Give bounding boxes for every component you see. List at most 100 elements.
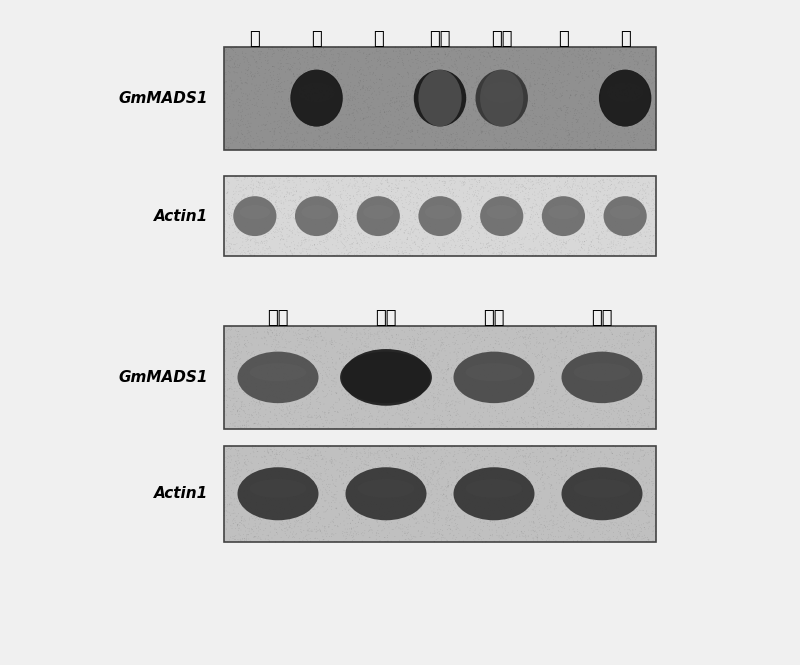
- Point: [402, 519, 414, 530]
- Point: [376, 174, 389, 184]
- Point: [407, 45, 420, 55]
- Point: [552, 469, 565, 479]
- Point: [450, 521, 462, 531]
- Point: [604, 444, 617, 455]
- Point: [635, 249, 648, 260]
- Point: [584, 535, 597, 545]
- Point: [314, 471, 327, 481]
- Point: [288, 58, 301, 68]
- Point: [404, 535, 417, 545]
- Point: [519, 499, 532, 509]
- Point: [310, 386, 323, 397]
- Point: [453, 446, 466, 456]
- Point: [486, 228, 498, 239]
- Point: [627, 449, 640, 460]
- Point: [374, 386, 386, 396]
- Point: [396, 362, 409, 373]
- Point: [385, 492, 398, 503]
- Point: [509, 212, 522, 223]
- Point: [218, 460, 230, 470]
- Point: [520, 342, 533, 353]
- Point: [362, 325, 374, 336]
- Point: [302, 209, 314, 220]
- Point: [634, 228, 646, 239]
- Point: [540, 135, 553, 146]
- Point: [406, 232, 418, 243]
- Point: [324, 90, 337, 100]
- Point: [460, 503, 473, 513]
- Point: [299, 141, 312, 152]
- Point: [520, 329, 533, 340]
- Point: [309, 377, 322, 388]
- Point: [456, 226, 469, 237]
- Point: [602, 226, 615, 237]
- Point: [462, 102, 475, 112]
- Point: [538, 526, 550, 537]
- Point: [450, 369, 463, 380]
- Point: [379, 332, 392, 342]
- Point: [502, 230, 515, 241]
- Point: [354, 138, 366, 148]
- Point: [460, 239, 473, 249]
- Point: [380, 242, 393, 253]
- Point: [226, 508, 238, 519]
- Point: [294, 78, 307, 88]
- Point: [253, 396, 266, 407]
- Point: [647, 52, 660, 63]
- Point: [529, 392, 542, 403]
- Point: [450, 532, 462, 543]
- Point: [250, 188, 262, 198]
- Point: [279, 491, 292, 501]
- Point: [432, 384, 445, 395]
- Point: [546, 374, 558, 385]
- Point: [417, 138, 430, 148]
- Point: [433, 464, 446, 474]
- Point: [590, 519, 602, 529]
- Point: [403, 229, 416, 240]
- Point: [503, 529, 516, 540]
- Point: [449, 371, 462, 382]
- Point: [551, 331, 564, 342]
- Point: [424, 58, 437, 68]
- Point: [489, 457, 502, 467]
- Point: [382, 128, 394, 139]
- Point: [403, 384, 416, 395]
- Point: [490, 227, 503, 238]
- Point: [220, 462, 233, 472]
- Point: [282, 58, 295, 68]
- Point: [544, 529, 557, 539]
- Point: [502, 505, 514, 516]
- Point: [306, 211, 319, 222]
- Point: [597, 226, 610, 237]
- Point: [542, 500, 554, 511]
- Point: [498, 202, 511, 213]
- Point: [576, 104, 589, 115]
- Point: [581, 103, 594, 114]
- Point: [538, 442, 551, 452]
- Point: [265, 200, 278, 210]
- Point: [285, 205, 298, 216]
- Point: [331, 521, 344, 531]
- Point: [238, 247, 251, 258]
- Point: [633, 194, 646, 205]
- Point: [588, 142, 601, 153]
- Point: [382, 485, 395, 495]
- Point: [305, 498, 318, 509]
- Point: [394, 96, 406, 106]
- Point: [234, 97, 246, 108]
- Point: [378, 51, 390, 62]
- Point: [602, 242, 614, 253]
- Point: [449, 91, 462, 102]
- Point: [238, 191, 251, 201]
- Point: [575, 198, 588, 209]
- Point: [283, 231, 296, 241]
- Point: [246, 494, 258, 505]
- Point: [474, 479, 486, 490]
- Point: [305, 215, 318, 226]
- Point: [436, 104, 449, 115]
- Point: [360, 340, 373, 351]
- Point: [464, 214, 477, 225]
- Point: [547, 130, 560, 140]
- Point: [522, 493, 535, 503]
- Point: [308, 471, 321, 482]
